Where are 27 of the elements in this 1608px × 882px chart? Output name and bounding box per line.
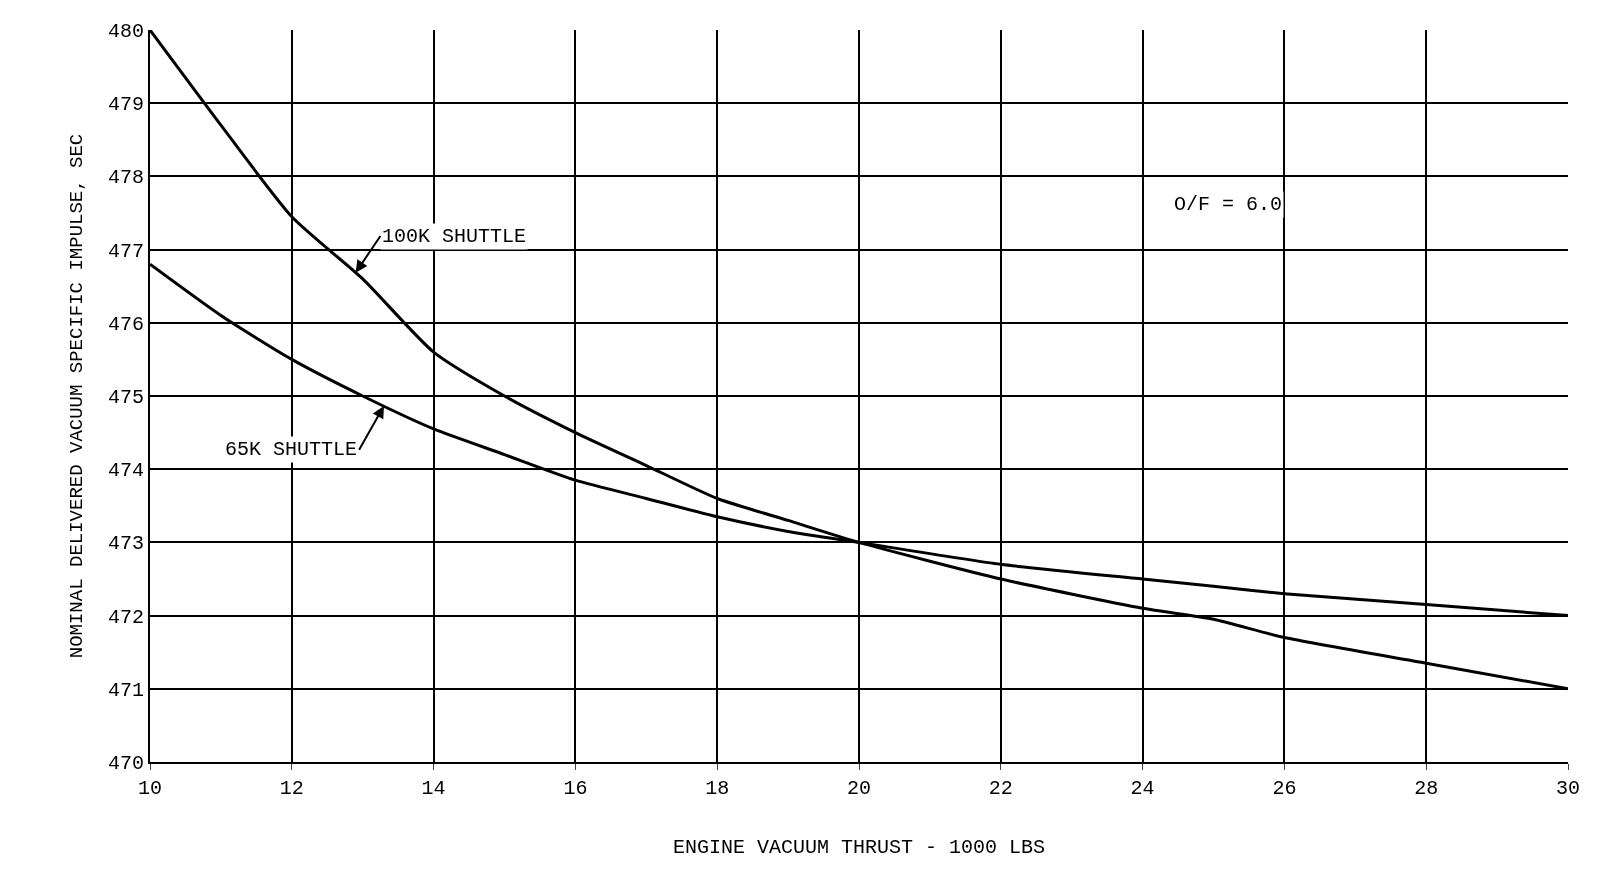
x-tick-label: 30 [1555, 777, 1581, 800]
x-tick-label: 14 [421, 777, 446, 800]
x-tick-label: 22 [988, 777, 1013, 800]
x-tick-label: 24 [1130, 777, 1155, 800]
y-tick-label: 477 [107, 239, 144, 263]
series-label: 100K SHUTTLE [382, 225, 527, 248]
x-tick-label: 10 [137, 777, 163, 800]
y-tick-label: 473 [107, 532, 144, 556]
x-tick-label: 20 [846, 777, 872, 800]
y-tick-label: 475 [107, 386, 144, 409]
x-axis-title: ENGINE VACUUM THRUST - 1000 LBS [672, 836, 1046, 859]
y-axis-title: NOMINAL DELIVERED VACUUM SPECIFIC IMPULSE, SEC [66, 133, 89, 659]
x-tick-label: 18 [705, 777, 730, 800]
y-tick-label: 480 [107, 20, 144, 43]
text: 65K SHUTTLE [225, 438, 358, 461]
annotation: O/F = 6.0 [1174, 193, 1283, 216]
x-tick-label: 26 [1272, 777, 1297, 800]
x-tick-label: 16 [563, 777, 588, 800]
x-tick-label: 28 [1414, 777, 1439, 800]
y-tick-label: 474 [107, 459, 144, 483]
y-tick-label: 470 [107, 752, 144, 775]
y-tick-label: 479 [107, 93, 144, 117]
y-tick-label: 471 [107, 678, 144, 702]
y-tick-label: 476 [107, 312, 144, 336]
y-tick-label: 472 [107, 605, 144, 629]
y-tick-label: 478 [107, 166, 144, 190]
x-tick-label: 12 [279, 777, 304, 800]
